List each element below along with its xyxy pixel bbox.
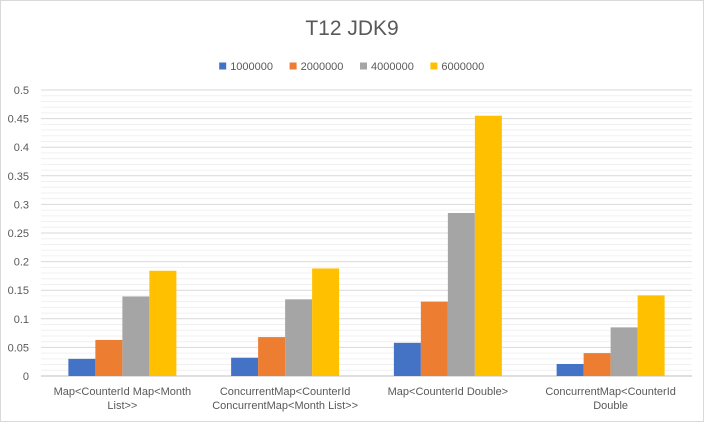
bar-4000000-cat3 bbox=[447, 212, 475, 376]
y-tick-label: 0.15 bbox=[8, 285, 29, 297]
bar-1000000-cat4 bbox=[556, 363, 584, 376]
legend-swatch-4000000 bbox=[360, 62, 367, 70]
x-category-label: ConcurrentMap<CounterId bbox=[220, 386, 351, 398]
bar-6000000-cat4 bbox=[637, 295, 665, 376]
bar-6000000-cat1 bbox=[149, 270, 177, 376]
legend-label-2000000: 2000000 bbox=[301, 61, 344, 73]
y-tick-label: 0.45 bbox=[8, 114, 29, 126]
x-category-label: ConcurrentMap<Month List>> bbox=[212, 400, 358, 412]
x-category-label: Map<CounterId Map<Month bbox=[54, 386, 192, 398]
y-tick-label: 0.4 bbox=[14, 142, 29, 154]
y-tick-label: 0.05 bbox=[8, 342, 29, 354]
y-tick-label: 0 bbox=[23, 371, 29, 383]
x-category-label: Map<CounterId Double> bbox=[388, 386, 508, 398]
y-tick-label: 0.35 bbox=[8, 171, 29, 183]
bar-1000000-cat1 bbox=[68, 358, 96, 376]
legend-swatch-2000000 bbox=[289, 62, 297, 70]
y-tick-label: 0.25 bbox=[8, 228, 29, 240]
bar-1000000-cat3 bbox=[393, 342, 421, 376]
x-category-label: List>> bbox=[107, 400, 137, 412]
x-category-label: ConcurrentMap<CounterId bbox=[545, 386, 676, 398]
legend-label-1000000: 1000000 bbox=[230, 61, 273, 73]
bar-2000000-cat4 bbox=[583, 353, 611, 376]
legend-label-4000000: 4000000 bbox=[371, 61, 414, 73]
bars bbox=[68, 115, 665, 377]
y-tick-label: 0.2 bbox=[14, 257, 29, 269]
x-category-label: Double bbox=[593, 400, 628, 412]
bar-1000000-cat2 bbox=[231, 357, 259, 376]
y-tick-label: 0.5 bbox=[14, 85, 29, 97]
bar-4000000-cat4 bbox=[610, 327, 638, 376]
legend-swatch-6000000 bbox=[430, 62, 438, 70]
legend: 1000000 2000000 4000000 6000000 bbox=[219, 61, 484, 73]
legend-swatch-1000000 bbox=[219, 62, 227, 70]
bar-2000000-cat2 bbox=[258, 337, 286, 376]
chart-title: T12 JDK9 bbox=[305, 17, 398, 40]
legend-label-6000000: 6000000 bbox=[441, 61, 484, 73]
bar-2000000-cat1 bbox=[95, 339, 123, 376]
x-axis-labels: Map<CounterId Map<Month List>> ConcurrentM… bbox=[54, 386, 676, 412]
y-axis-ticks: 0 0.05 0.1 0.15 0.2 0.25 0.3 0.35 0.4 0.45 0.5 bbox=[8, 85, 29, 383]
bar-2000000-cat3 bbox=[420, 301, 448, 376]
bar-4000000-cat1 bbox=[122, 296, 150, 376]
y-tick-label: 0.3 bbox=[14, 199, 29, 211]
bar-6000000-cat3 bbox=[474, 115, 502, 377]
y-tick-label: 0.1 bbox=[14, 314, 29, 326]
bar-4000000-cat2 bbox=[285, 299, 313, 376]
bar-6000000-cat2 bbox=[312, 268, 340, 376]
